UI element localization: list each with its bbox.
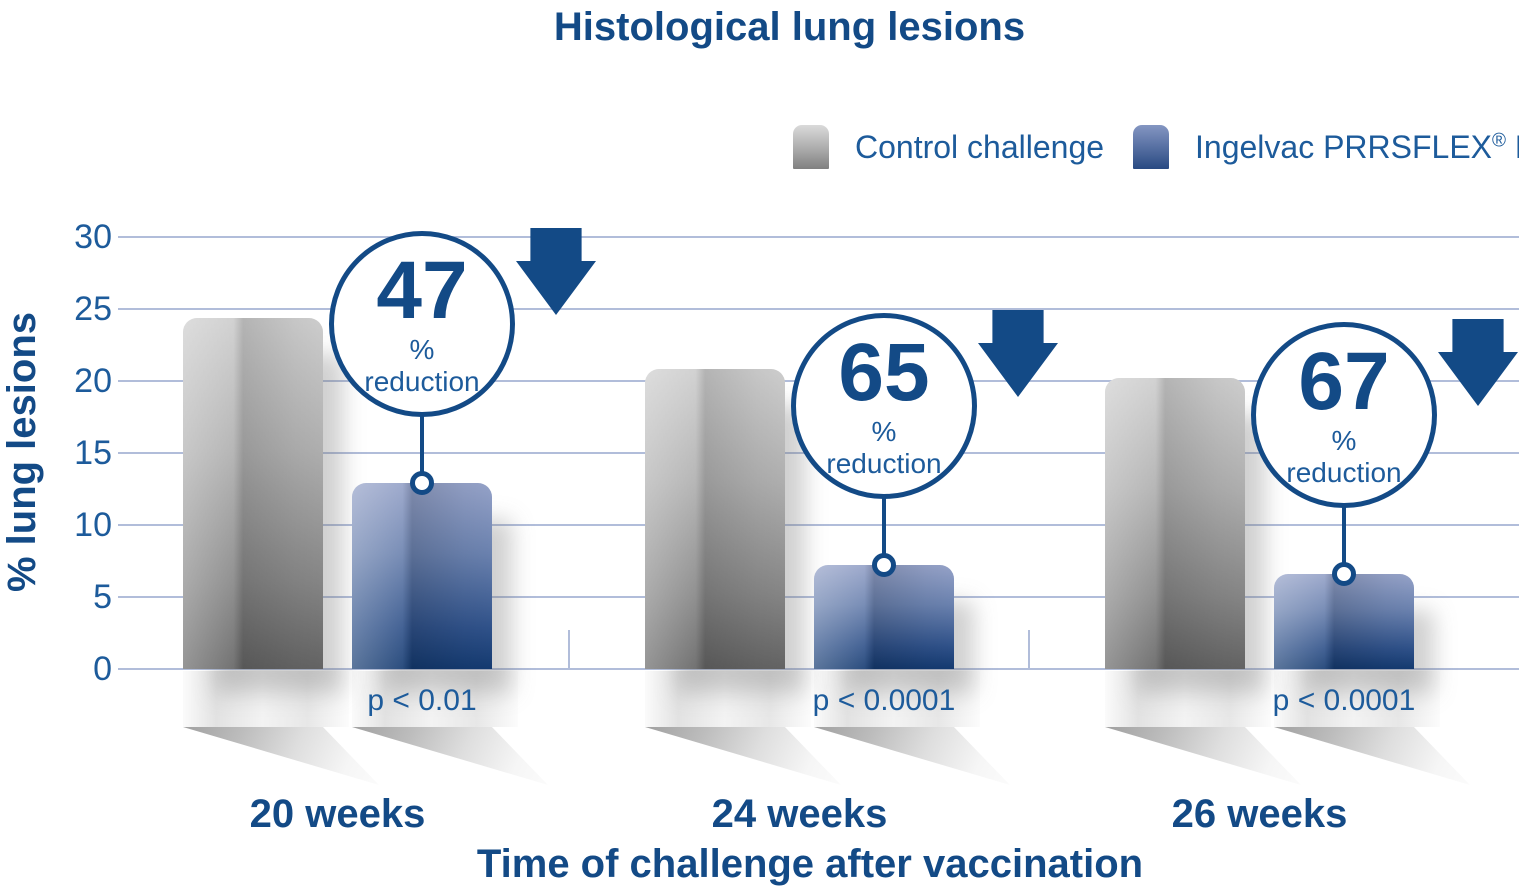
x-axis-title: Time of challenge after vaccination <box>476 842 1144 886</box>
bar-shadow-triangle <box>1274 727 1470 785</box>
bar-shadow-band <box>183 671 349 727</box>
reduction-word: reduction <box>826 447 942 479</box>
legend-item-control: Control challenge <box>793 124 1104 170</box>
y-tick-label: 10 <box>74 506 112 544</box>
bar-shadow-band <box>352 671 518 727</box>
chart-title: Histological lung lesions <box>553 5 1026 49</box>
y-tick-label: 0 <box>93 650 112 688</box>
legend-item-vaccine: Ingelvac PRRSFLEX® EU <box>1133 124 1519 170</box>
gridline <box>118 236 1519 238</box>
callout-marker <box>872 553 896 577</box>
bar-shadow-triangle <box>352 727 548 785</box>
group-separator <box>568 630 570 670</box>
bar-control <box>645 369 785 669</box>
p-value-label: p < 0.01 <box>367 684 477 717</box>
legend-swatch-control-icon <box>793 125 829 169</box>
callout-marker <box>1332 562 1356 586</box>
legend-swatch-vaccine-icon <box>1133 125 1169 169</box>
reduction-word: reduction <box>1286 456 1402 488</box>
callout-stem <box>420 413 424 483</box>
legend-vaccine-suffix: EU <box>1506 129 1519 165</box>
y-tick-label: 20 <box>74 362 112 400</box>
reduction-callout-circle: 65% reduction <box>791 313 977 499</box>
legend-label-vaccine: Ingelvac PRRSFLEX® EU <box>1195 129 1519 166</box>
down-arrow-icon <box>516 228 596 315</box>
category-label: 26 weeks <box>1171 792 1348 836</box>
bar-shadow-band <box>645 671 811 727</box>
bar-shadow-triangle <box>183 727 379 785</box>
down-arrow-icon <box>978 310 1058 397</box>
gridline <box>118 308 1519 310</box>
reduction-value: 67 <box>1298 336 1390 428</box>
bar-shadow-triangle <box>645 727 841 785</box>
reduction-unit: % <box>409 334 435 366</box>
down-arrow-icon <box>1438 319 1518 406</box>
registered-trademark-icon: ® <box>1492 129 1507 151</box>
bar-shadow-band <box>1274 671 1440 727</box>
callout-marker <box>410 471 434 495</box>
y-tick-label: 5 <box>93 578 112 616</box>
bar-control <box>183 318 323 669</box>
reduction-callout-circle: 67% reduction <box>1251 322 1437 508</box>
bar-vaccine <box>352 483 492 669</box>
legend-label-control: Control challenge <box>855 128 1105 165</box>
reduction-unit: % <box>1331 425 1357 457</box>
bar-vaccine <box>814 565 954 669</box>
group-separator <box>1028 630 1030 670</box>
y-tick-label: 15 <box>74 434 112 472</box>
category-label: 24 weeks <box>711 792 888 836</box>
y-tick-label: 25 <box>74 290 112 328</box>
reduction-value: 47 <box>376 245 468 337</box>
reduction-unit: % <box>871 416 897 448</box>
y-tick-label: 30 <box>74 218 112 256</box>
reduction-value: 65 <box>838 327 930 419</box>
bar-shadow-triangle <box>1105 727 1301 785</box>
reduction-callout-circle: 47% reduction <box>329 231 515 417</box>
p-value-label: p < 0.0001 <box>1272 684 1416 717</box>
gridline <box>118 524 1519 526</box>
category-label: 20 weeks <box>249 792 426 836</box>
bar-shadow-band <box>814 671 980 727</box>
bar-shadow-triangle <box>814 727 1010 785</box>
reduction-word: reduction <box>364 365 480 397</box>
p-value-label: p < 0.0001 <box>812 684 956 717</box>
bar-vaccine <box>1274 574 1414 669</box>
bar-control <box>1105 378 1245 669</box>
gridline <box>118 668 1519 670</box>
callout-stem <box>1342 504 1346 574</box>
callout-stem <box>882 495 886 565</box>
bar-shadow-band <box>1105 671 1271 727</box>
legend-vaccine-brand: Ingelvac PRRSFLEX <box>1195 128 1493 165</box>
